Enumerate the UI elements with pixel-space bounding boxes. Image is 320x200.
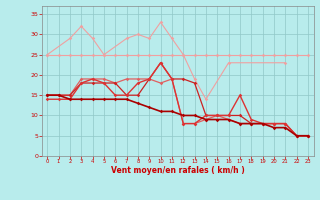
X-axis label: Vent moyen/en rafales ( km/h ): Vent moyen/en rafales ( km/h )	[111, 166, 244, 175]
